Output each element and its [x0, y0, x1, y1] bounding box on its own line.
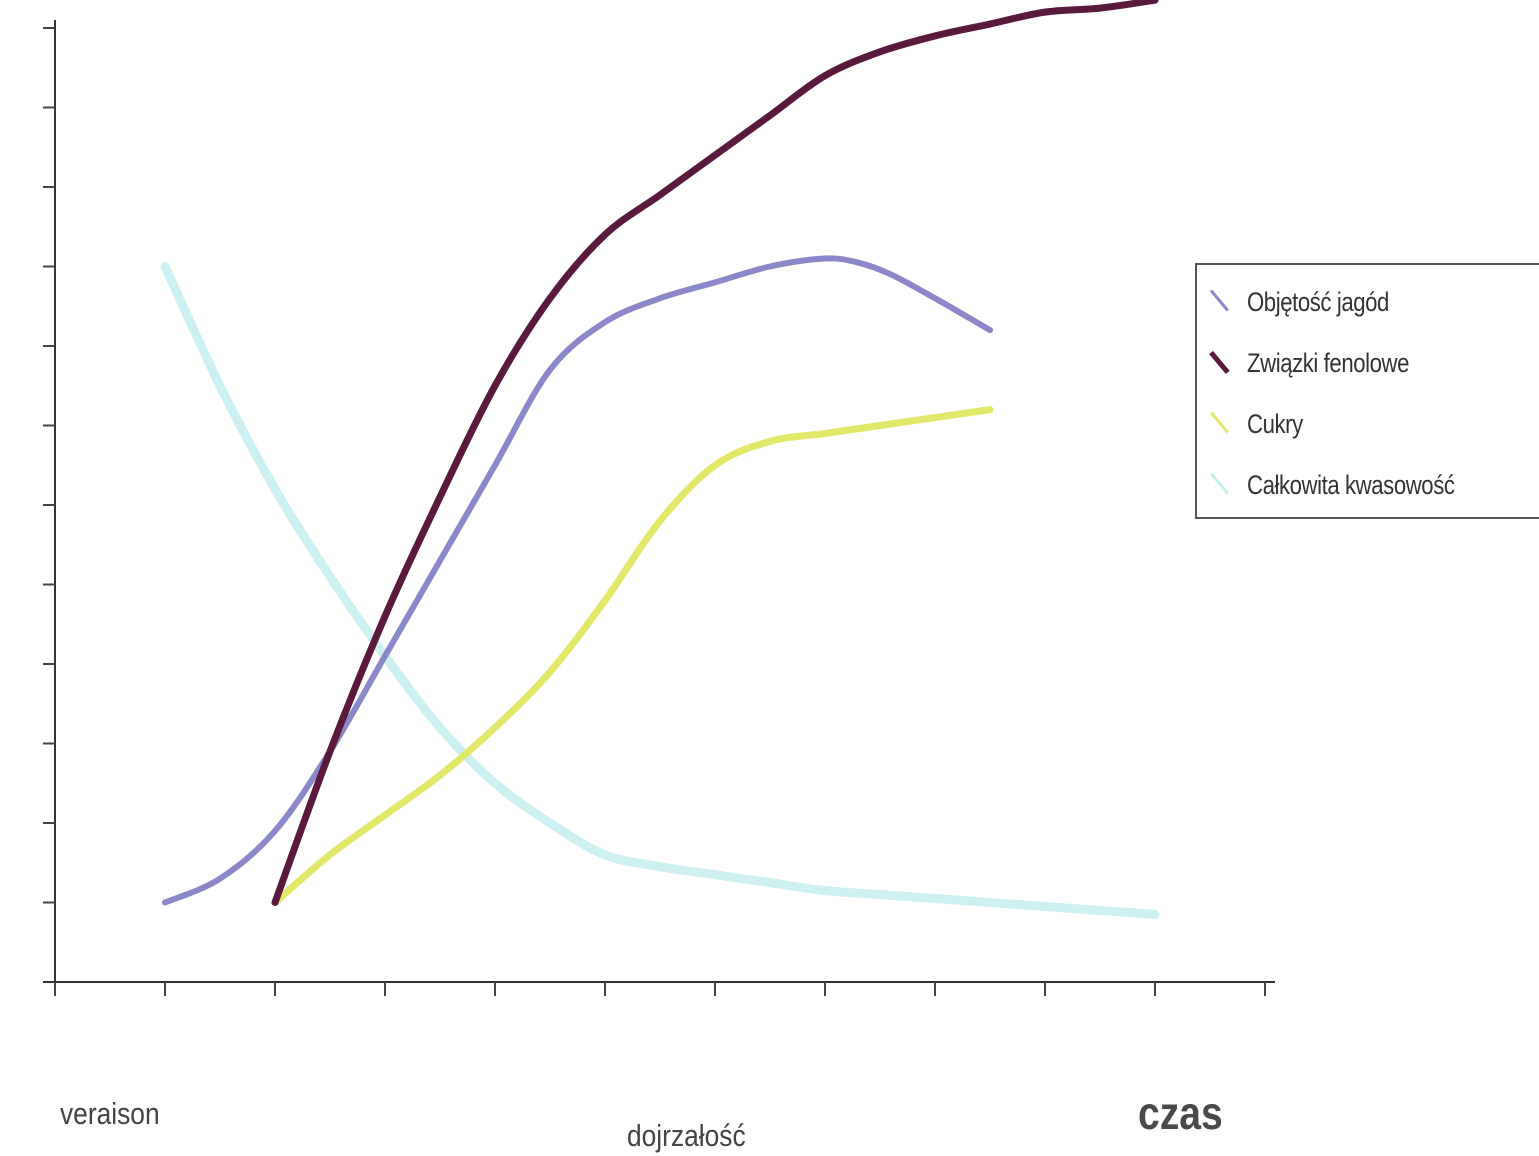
legend-swatch-icon — [1209, 350, 1230, 375]
legend-label: Cukry — [1247, 409, 1303, 439]
legend-label: Całkowita kwasowość — [1247, 470, 1455, 500]
legend-swatch-icon — [1209, 411, 1229, 434]
series-line-objetosc-jagod — [162, 255, 993, 906]
legend-item-zwiazki-fenolowe: Związki fenolowe — [1205, 336, 1539, 397]
legend-item-objetosc-jagod: Objętość jagód — [1205, 275, 1539, 336]
x-annotation-veraison: veraison — [60, 1096, 160, 1131]
series-line-zwiazki-fenolowe — [271, 0, 1159, 906]
series-line-calkowita-kwasowosc — [160, 262, 1160, 919]
legend-swatch-icon — [1209, 472, 1229, 495]
legend-item-calkowita-kwasowosc: Całkowita kwasowość — [1205, 458, 1539, 519]
series-layer — [160, 0, 1160, 919]
legend-item-cukry: Cukry — [1205, 397, 1539, 458]
legend-label: Związki fenolowe — [1247, 348, 1410, 378]
x-annotation-dojrzalosc: dojrzałość — [627, 1118, 746, 1153]
chart-legend: Objętość jagód Związki fenolowe Cukry Ca… — [1195, 263, 1539, 519]
x-axis-label-czas: czas — [1138, 1087, 1223, 1139]
axes — [43, 20, 1275, 996]
series-line-cukry — [271, 406, 994, 906]
legend-swatch-icon — [1209, 289, 1229, 312]
legend-label: Objętość jagód — [1247, 287, 1389, 317]
